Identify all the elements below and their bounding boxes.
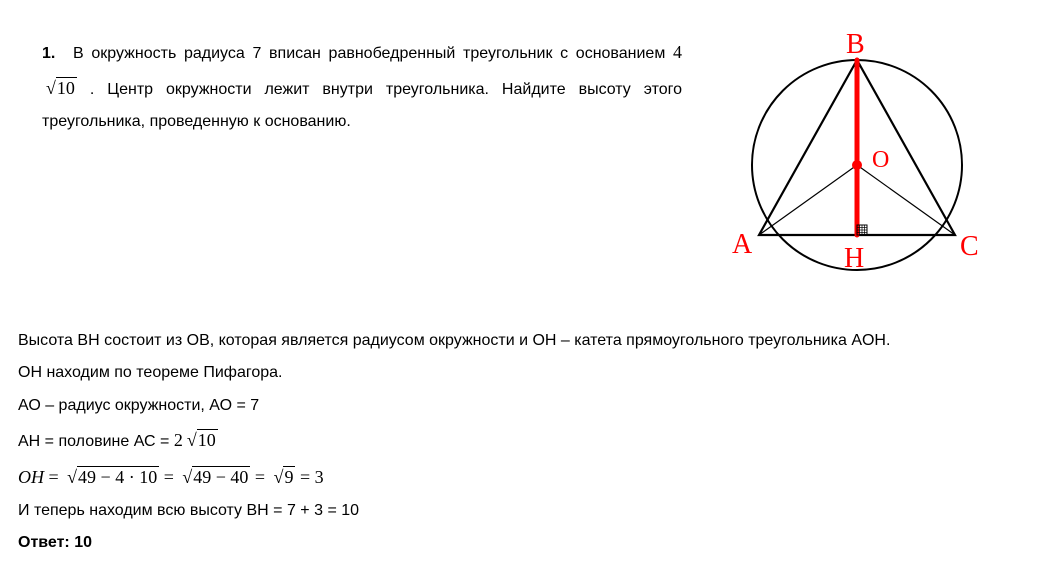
problem-number: 1. xyxy=(42,45,55,62)
line5-r2: 49 − 40 xyxy=(192,466,250,487)
line5-r1: 49 − 4 · 10 xyxy=(77,466,159,487)
problem-text: 1. В окружность радиуса 7 вписан равнобе… xyxy=(18,30,682,138)
sqrt-icon: 9 xyxy=(272,460,296,494)
line4-prefix: АН = половине АС = xyxy=(18,433,174,450)
line5-r3: 9 xyxy=(283,466,295,487)
base-coef: 4 xyxy=(673,42,682,62)
top-row: 1. В окружность радиуса 7 вписан равнобе… xyxy=(18,30,1037,300)
page: 1. В окружность радиуса 7 вписан равнобе… xyxy=(0,0,1055,576)
problem-fragment-1: В окружность радиуса xyxy=(73,45,245,62)
solution-line-6: И теперь находим всю высоту ВН = 7 + 3 =… xyxy=(18,496,1037,526)
center-point xyxy=(852,160,862,170)
label-o: O xyxy=(872,142,889,178)
problem-fragment-2: вписан равнобедренный треугольник с осно… xyxy=(269,45,665,62)
label-a: A xyxy=(732,224,752,266)
solution-line-1: Высота BH состоит из OB, которая являетс… xyxy=(18,326,1037,356)
line4-radicand: 10 xyxy=(197,429,218,450)
figure: B A C H O xyxy=(692,30,1022,300)
line3-prefix: АО – радиус окружности, АО = xyxy=(18,397,250,414)
sqrt-icon: 49 − 40 xyxy=(180,460,250,494)
sqrt-icon: 10 xyxy=(185,423,218,457)
problem-radius: 7 xyxy=(252,45,261,62)
problem-fragment-3: . Центр окружности лежит внутри треуголь… xyxy=(42,81,682,130)
solution-line-3: АО – радиус окружности, АО = 7 xyxy=(18,391,1037,421)
sqrt-icon: 10 xyxy=(44,70,77,106)
line5-result: 3 xyxy=(315,467,324,487)
sqrt-icon: 49 − 4 · 10 xyxy=(65,460,159,494)
line3-value: 7 xyxy=(250,397,259,414)
answer-line: Ответ: 10 xyxy=(18,528,1037,558)
label-h: H xyxy=(844,238,864,280)
answer-label: Ответ: xyxy=(18,534,74,551)
base-radicand: 10 xyxy=(56,77,77,98)
line5-lhs: OH xyxy=(18,467,44,487)
answer-value: 10 xyxy=(74,534,92,551)
line4-coef: 2 xyxy=(174,430,183,450)
solution-line-2: OH находим по теореме Пифагора. xyxy=(18,358,1037,388)
solution-line-4: АН = половине АС = 2 10 xyxy=(18,423,1037,457)
label-c: C xyxy=(960,226,979,268)
label-b: B xyxy=(846,24,865,66)
segment-oa xyxy=(759,165,857,235)
solution-line-5: OH = 49 − 4 · 10 = 49 − 40 = 9 = 3 xyxy=(18,460,1037,494)
solution-text: Высота BH состоит из OB, которая являетс… xyxy=(18,326,1037,559)
